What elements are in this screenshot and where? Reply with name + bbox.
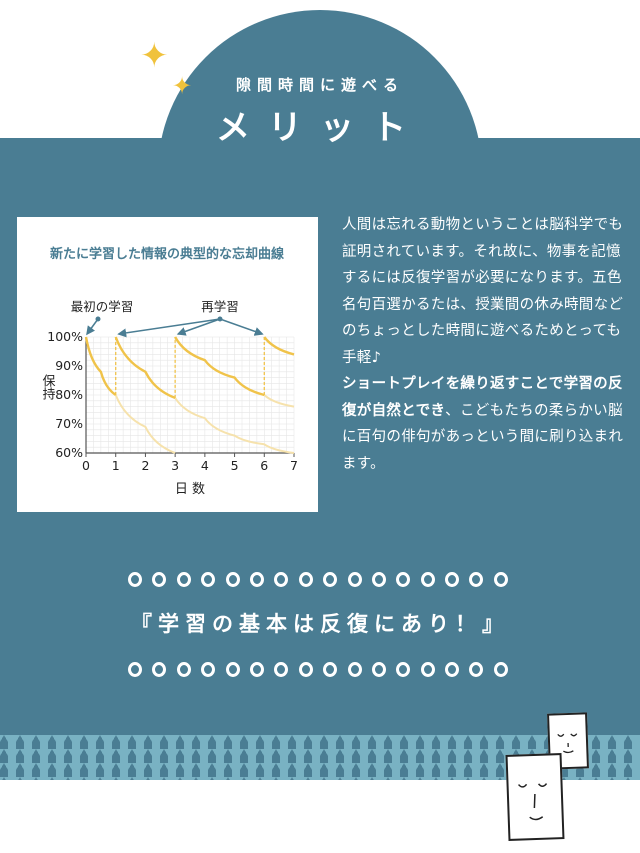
dot-ornament <box>371 662 386 677</box>
dot-ornament <box>396 662 411 677</box>
annotation-arrow <box>86 318 99 336</box>
dot-ornament <box>176 572 191 587</box>
dot-ornament <box>201 662 216 677</box>
x-tick-label: 3 <box>171 458 179 473</box>
body-paragraph-2: 、こどもたちの柔らかい脳に百句の俳句があっという間に刷り込まれます。 <box>342 402 624 472</box>
x-axis-label: 日 数 <box>175 482 205 497</box>
sparkle-icon: ✦ <box>172 72 193 100</box>
annotation-first-learning: 最初の学習 <box>71 299 134 314</box>
dot-ornament <box>274 662 289 677</box>
chart-title: 新たに学習した情報の典型的な忘却曲線 <box>50 246 285 262</box>
y-tick-label: 90% <box>55 358 83 373</box>
dot-ornament <box>249 572 264 587</box>
x-tick-label: 1 <box>112 458 120 473</box>
dot-ornament <box>128 662 142 677</box>
body-highlight: ショートプレイを繰り返すことで学習の反復が自然とでき <box>342 376 623 419</box>
dot-ornament <box>445 572 460 587</box>
dot-ornament <box>225 572 240 587</box>
karuta-card-character-small <box>547 712 589 770</box>
annotation-arrow <box>117 318 221 338</box>
dot-ornament <box>323 572 338 587</box>
body-paragraph-1: 人間は忘れる動物ということは脳科学でも証明されています。それ故に、物事を記憶する… <box>342 217 624 366</box>
retention-curve <box>263 336 295 356</box>
x-tick-label: 4 <box>201 458 209 473</box>
faded-curve <box>263 394 295 408</box>
y-tick-label: 100% <box>47 329 83 344</box>
karuta-card-character-large <box>505 753 565 841</box>
y-tick-label: 80% <box>55 387 83 402</box>
annotation-arrow <box>219 318 264 336</box>
x-tick-label: 5 <box>231 458 239 473</box>
dot-row-top <box>128 572 508 587</box>
y-tick-label: 60% <box>55 445 83 460</box>
body-text: 人間は忘れる動物ということは脳科学でも証明されています。それ故に、物事を記憶する… <box>342 212 632 477</box>
dot-ornament <box>152 662 167 677</box>
header-subtitle: 隙間時間に遊べる <box>235 76 404 94</box>
faded-curve <box>114 394 176 454</box>
annotation-relearning: 再学習 <box>201 299 239 314</box>
dot-ornament <box>420 662 435 677</box>
dot-ornament <box>445 662 460 677</box>
dot-ornament <box>371 572 386 587</box>
retention-curve <box>84 336 117 396</box>
dot-ornament <box>128 572 142 587</box>
dot-ornament <box>323 662 338 677</box>
dot-ornament <box>420 572 435 587</box>
dot-ornament <box>298 572 313 587</box>
retention-curve <box>174 336 265 397</box>
dot-ornament <box>493 662 508 677</box>
dot-ornament <box>152 572 167 587</box>
dot-ornament <box>274 572 289 587</box>
dot-ornament <box>396 572 411 587</box>
dot-ornament <box>201 572 216 587</box>
sparkle-icon: ✦ <box>140 36 169 76</box>
forgetting-curve-card: 新たに学習した情報の典型的な忘却曲線 最初の学習 再学習 保持 日 数 0 1 2 3… <box>17 217 318 512</box>
y-tick-label: 70% <box>55 416 83 431</box>
x-tick-label: 2 <box>141 458 149 473</box>
forgetting-curve-chart: 新たに学習した情報の典型的な忘却曲線 最初の学習 再学習 保持 日 数 0 1 2 3… <box>40 246 298 497</box>
dot-ornament <box>347 662 362 677</box>
dot-ornament <box>298 662 313 677</box>
retention-curve <box>114 336 176 400</box>
dot-ornament <box>347 572 362 587</box>
dot-ornament <box>469 662 484 677</box>
y-axis-label: 保持 <box>40 374 56 400</box>
dot-ornament <box>225 662 240 677</box>
dot-ornament <box>469 572 484 587</box>
faded-curve <box>174 397 295 454</box>
x-tick-label: 7 <box>290 458 298 473</box>
motto-text: 『学習の基本は反復にあり！』 <box>131 612 509 636</box>
dot-ornament <box>493 572 508 587</box>
dot-row-bottom <box>128 662 508 677</box>
dot-ornament <box>249 662 264 677</box>
x-tick-label: 6 <box>260 458 268 473</box>
annotation-arrow <box>176 318 221 336</box>
x-tick-label: 0 <box>82 458 90 473</box>
dot-ornament <box>176 662 191 677</box>
header-title: メリット <box>216 108 424 148</box>
